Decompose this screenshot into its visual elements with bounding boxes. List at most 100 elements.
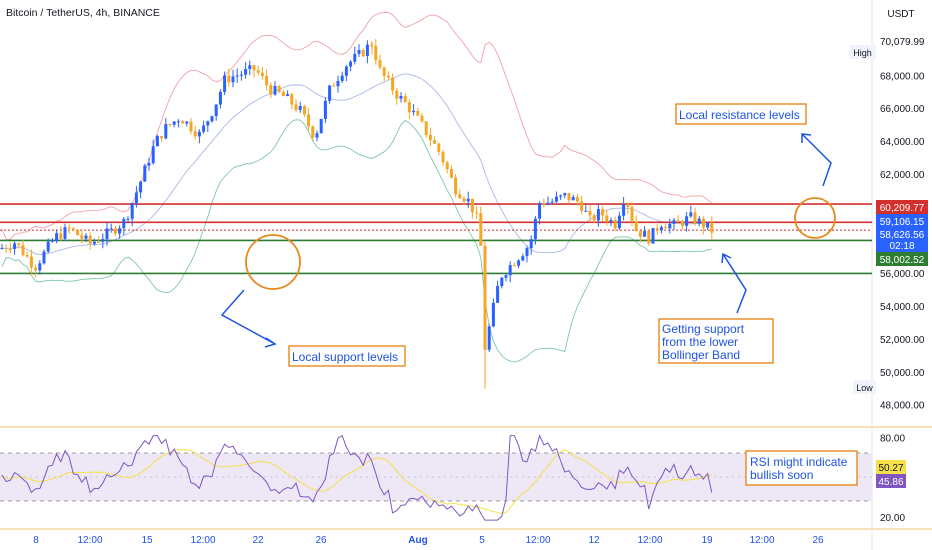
candle-up [643,231,647,237]
candle-up [689,212,693,217]
price-tick-label: 54,000.00 [880,302,925,313]
resistance-lower-badge: 59,106.15 [876,214,928,228]
candle-up [147,163,151,166]
candle-down [512,265,516,267]
candle-up [0,247,4,249]
candle-up [706,222,710,228]
candle-down [445,162,449,170]
candle-up [546,202,550,205]
candle-down [676,220,680,223]
time-tick-label: 12:00 [525,535,550,546]
candle-up [214,104,218,117]
candle-down [361,49,365,57]
candle-up [622,204,626,216]
candle-up [248,65,252,69]
candle-up [365,44,369,57]
candle-down [479,213,483,246]
candle-down [701,218,705,228]
candle-down [88,235,92,244]
resistance-annotation: Local resistance levels [675,103,807,125]
candle-up [164,124,168,139]
currency-label[interactable]: USDT [887,9,914,20]
symbol-title[interactable]: Bitcoin / TetherUS, 4h, BINANCE [6,7,160,19]
price-tick-label: 52,000.00 [880,335,925,346]
candle-up [176,121,180,123]
time-tick-label: 12:00 [77,535,102,546]
candle-down [25,255,29,257]
price-tick-label: 50,000.00 [880,368,925,379]
candle-down [655,228,659,231]
candle-up [529,239,533,249]
candle-up [151,146,155,164]
current-price-badge: 58,626.56 02:18 [876,228,928,252]
resistance-arrow [801,133,832,187]
candle-up [155,135,159,147]
candle-up [550,201,554,203]
price-tick-label: 70,079.99 [880,37,925,48]
candle-up [126,218,130,220]
candle-up [122,218,126,229]
candle-up [685,216,689,226]
candle-down [256,70,260,73]
candle-up [298,106,302,110]
candle-up [323,100,327,119]
candle-down [567,193,571,201]
candle-up [143,165,147,182]
candle-up [319,118,323,134]
rsi-tick-label: 20.00 [880,513,905,524]
svg-text:Low: Low [856,383,873,393]
time-tick-label: 12:00 [637,535,662,546]
time-axis[interactable]: 8 12:00 15 12:00 22 26 Aug 5 12:00 12 12:00 19 12:00… [33,535,824,546]
candle-down [374,45,378,61]
bb-upper-line [1,12,713,240]
candle-down [21,245,25,256]
candle-down [4,247,8,249]
price-tick-label: 66,000.00 [880,104,925,115]
candle-up [202,125,206,132]
candle-down [391,77,395,91]
bollinger-arrow [721,252,747,314]
svg-text:59,106.15: 59,106.15 [880,217,925,228]
candle-down [294,104,298,110]
candle-down [475,212,479,214]
candle-up [63,227,67,239]
candle-up [46,241,50,252]
candle-down [575,197,579,202]
candle-up [659,227,663,231]
candle-down [638,230,642,237]
rsi-axis[interactable]: 80.00 20.00 [880,434,905,524]
rsi-line [1,434,713,521]
time-tick-label: 5 [479,535,485,546]
candle-down [470,198,474,213]
support-arrow [220,289,277,348]
candle-up [617,215,621,229]
time-tick-label: 12:00 [190,535,215,546]
candle-down [420,115,424,122]
candle-down [193,131,197,137]
candle-up [584,210,588,212]
candle-up [609,219,613,222]
candle-down [613,219,617,229]
time-tick-label: Aug [408,535,427,546]
candle-down [542,203,546,205]
candle-up [286,94,290,96]
candle-down [680,222,684,226]
time-tick-label: 12 [588,535,600,546]
rsi-ma-value-badge: 45.86 [876,474,906,488]
price-tick-label: 62,000.00 [880,170,925,181]
candle-down [454,177,458,195]
candle-up [521,256,525,261]
candle-down [252,65,256,71]
candle-down [80,235,84,239]
candle-down [403,96,407,103]
candle-up [235,75,239,77]
candle-down [67,227,71,229]
candle-up [554,196,558,202]
candle-up [487,326,491,350]
candle-down [710,222,714,233]
time-tick-label: 12:00 [749,535,774,546]
candle-up [38,263,42,271]
support-zone-circle [245,234,301,290]
